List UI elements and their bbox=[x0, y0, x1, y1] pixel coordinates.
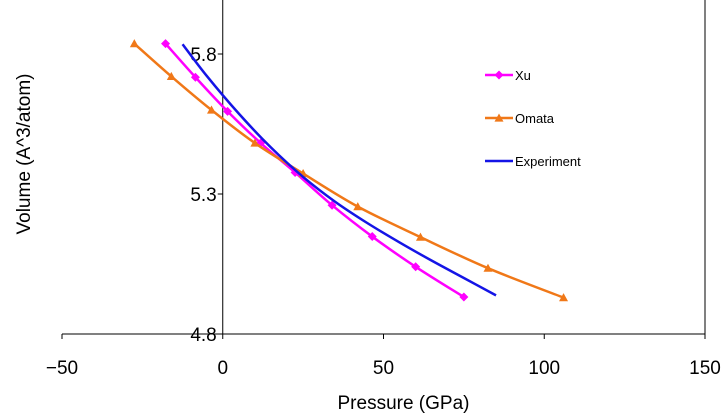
data-point bbox=[206, 105, 216, 114]
data-point bbox=[223, 106, 233, 116]
data-point bbox=[483, 263, 493, 272]
series-omata bbox=[129, 39, 569, 302]
legend-item: Omata bbox=[485, 111, 555, 126]
legend: Xu Omata Experiment bbox=[485, 68, 581, 169]
data-point bbox=[327, 200, 337, 210]
data-point bbox=[415, 232, 425, 241]
y-axis-title: Volume (A^3/atom) bbox=[14, 74, 35, 235]
series-line bbox=[133, 42, 564, 299]
x-tick-label: −50 bbox=[46, 358, 78, 379]
series-xu bbox=[161, 39, 469, 302]
x-tick-label: 50 bbox=[373, 358, 394, 379]
y-tick-label: 4.8 bbox=[190, 325, 216, 346]
legend-marker bbox=[494, 70, 504, 80]
data-point bbox=[411, 262, 421, 272]
legend-label: Experiment bbox=[515, 154, 581, 169]
x-tick-label: 100 bbox=[528, 358, 560, 379]
plot-area: 4.8 5.3 5.8 −50 0 50 100 150 bbox=[46, 0, 721, 379]
data-point bbox=[367, 232, 377, 242]
data-point bbox=[166, 71, 176, 80]
data-point bbox=[459, 292, 469, 302]
data-point bbox=[129, 39, 139, 48]
data-point bbox=[250, 138, 260, 147]
data-point bbox=[190, 72, 200, 82]
data-point bbox=[161, 39, 171, 49]
x-ticks: −50 0 50 100 150 bbox=[46, 334, 721, 379]
series-experiment bbox=[181, 43, 497, 297]
data-point bbox=[559, 293, 569, 302]
legend-item: Xu bbox=[485, 68, 531, 83]
series-line bbox=[181, 43, 497, 297]
data-point bbox=[353, 202, 363, 211]
x-tick-label: 150 bbox=[689, 358, 721, 379]
y-ticks: 4.8 5.3 5.8 bbox=[190, 45, 223, 346]
legend-label: Omata bbox=[515, 111, 555, 126]
legend-item: Experiment bbox=[485, 154, 581, 169]
series-layer bbox=[129, 39, 569, 302]
y-tick-label: 5.3 bbox=[190, 185, 216, 206]
legend-label: Xu bbox=[515, 68, 531, 83]
y-tick-label: 5.8 bbox=[190, 45, 216, 66]
legend-marker bbox=[494, 113, 504, 122]
x-tick-label: 0 bbox=[217, 358, 228, 379]
x-axis-title: Pressure (GPa) bbox=[338, 393, 470, 414]
